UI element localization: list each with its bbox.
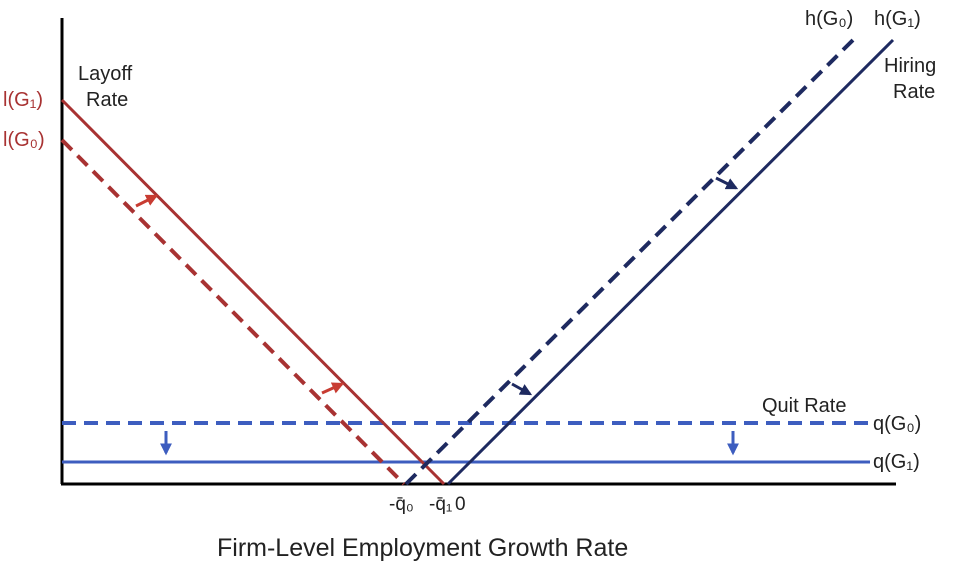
layoff-rate-g0-line (60, 138, 406, 486)
hiring-rate-g1-line (446, 38, 895, 486)
h-g0-label: h(G₀) (805, 8, 853, 30)
l-g0-label: l(G₀) (3, 129, 45, 151)
hiring-rate-label: Rate (893, 81, 935, 103)
q-g0-label: q(G₀) (873, 413, 921, 435)
tick-label-zero: 0 (455, 494, 466, 515)
layoff-shift-arrow (321, 382, 345, 395)
layoff-rate-label: Rate (86, 89, 128, 111)
quit-rate-label: Quit Rate (762, 395, 846, 417)
tick-label-q0: -q̄₀ (389, 494, 414, 515)
l-g1-label: l(G₁) (3, 89, 43, 111)
q-g1-label: q(G₁) (873, 451, 920, 473)
hiring-rate-label: Hiring (884, 55, 936, 77)
x-axis-title: Firm-Level Employment Growth Rate (217, 534, 628, 562)
hiring-rate-g0-line (404, 38, 855, 486)
tick-label-q1: -q̄₁ (429, 494, 452, 515)
layoff-shift-arrow (135, 194, 159, 208)
layoff-rate-label: Layoff (78, 63, 133, 85)
h-g1-label: h(G₁) (874, 8, 921, 30)
hiring-shift-arrow (715, 176, 739, 190)
layoff-rate-g1-line (60, 98, 446, 486)
hiring-shift-arrow (511, 382, 533, 396)
